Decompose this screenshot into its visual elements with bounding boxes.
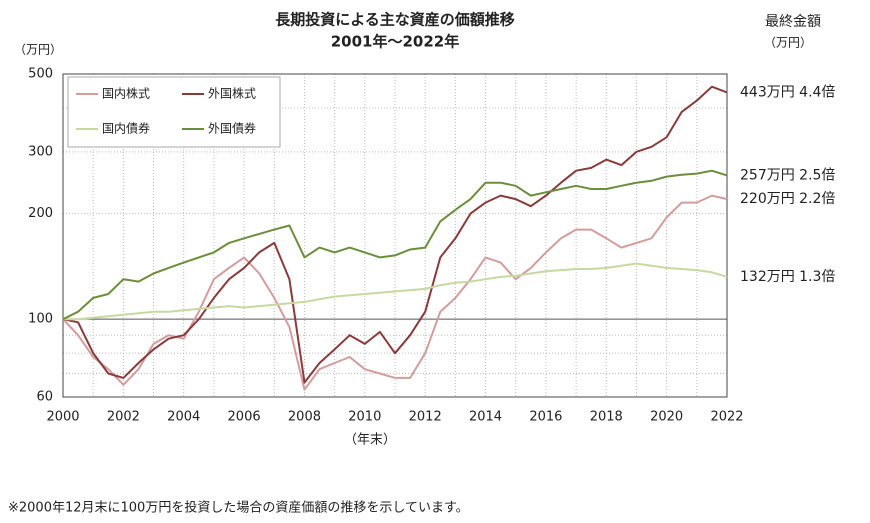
end-label: 220万円 2.2倍: [740, 191, 835, 207]
x-axis-label: （年末）: [344, 433, 396, 448]
series-line: [63, 262, 728, 321]
end-label: 132万円 1.3倍: [740, 269, 835, 285]
end-label: 257万円 2.5倍: [740, 167, 835, 183]
x-tick-label: 2020: [650, 410, 683, 425]
chart-title: 長期投資による主な資産の価額推移: [275, 11, 515, 29]
legend-label: 国内債券: [102, 121, 150, 136]
plot-frame: [62, 73, 728, 398]
x-tick-label: 2010: [348, 410, 381, 425]
y-unit: （万円）: [14, 43, 62, 57]
series-line: [62, 194, 728, 391]
right-title: 最終金額: [765, 14, 821, 30]
x-tick-label: 2018: [590, 410, 623, 425]
x-tick-label: 2008: [288, 410, 321, 425]
legend-label: 国内株式: [102, 86, 150, 101]
y-tick-label: 100: [28, 312, 53, 327]
legend-box: [67, 76, 281, 148]
y-tick-label: 60: [36, 390, 53, 405]
y-tick-label: 500: [28, 67, 53, 82]
right-unit: （万円）: [764, 36, 812, 50]
x-tick-label: 2000: [46, 410, 79, 425]
end-label: 443万円 4.4倍: [740, 84, 835, 100]
legend-label: 外国債券: [208, 121, 256, 136]
footnote: ※2000年12月末に100万円を投資した場合の資産価額の推移を示しています。: [8, 500, 469, 516]
y-tick-label: 300: [28, 144, 53, 159]
x-tick-label: 2016: [529, 410, 562, 425]
x-tick-label: 2014: [469, 410, 502, 425]
chart-subtitle: 2001年～2022年: [331, 33, 460, 51]
x-tick-label: 2006: [228, 410, 261, 425]
x-tick-label: 2004: [167, 410, 200, 425]
x-tick-label: 2022: [710, 410, 743, 425]
legend-label: 外国株式: [208, 86, 256, 101]
y-tick-label: 200: [28, 206, 53, 221]
series-line: [62, 85, 728, 384]
x-tick-label: 2012: [409, 410, 442, 425]
series-line: [62, 169, 728, 321]
x-tick-label: 2002: [107, 410, 140, 425]
